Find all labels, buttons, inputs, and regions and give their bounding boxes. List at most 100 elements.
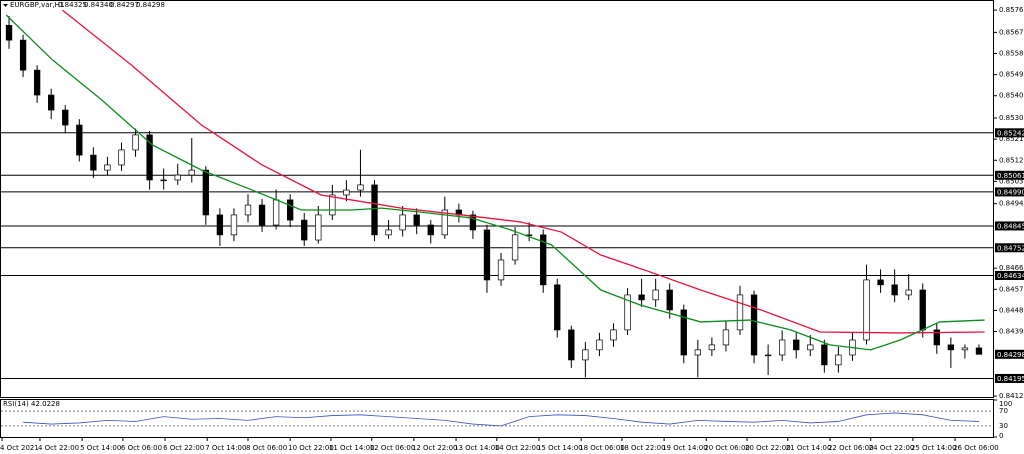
y-tick-label: 0.84120: [999, 392, 1024, 400]
candle-body: [329, 194, 336, 216]
level-label-box: [995, 187, 1024, 197]
header-low: 0.84297: [110, 1, 139, 9]
candle-body: [399, 214, 406, 231]
x-tick-label: 10 Oct 22:00: [288, 444, 334, 452]
symbol: EURGBP,var,H1: [10, 1, 64, 9]
candle-body: [146, 134, 153, 181]
candle-body: [638, 294, 645, 301]
candle-body: [568, 329, 575, 361]
x-tick-label: 18 Oct 22:00: [620, 444, 666, 452]
level-label: 0.84990: [997, 188, 1024, 196]
candle-body: [722, 329, 730, 346]
menu-arrow: [3, 4, 8, 7]
x-tick-label: 25 Oct 14:00: [911, 444, 957, 452]
candle-body: [497, 259, 505, 281]
x-tick-label: 4 Oct 2021: [0, 444, 39, 452]
candle-body: [216, 214, 224, 236]
candle-body: [708, 344, 716, 351]
candle-body: [287, 199, 294, 221]
candle-body: [315, 214, 322, 241]
level-label-box: [995, 243, 1024, 253]
candle-body: [244, 204, 252, 216]
level-label-box: [995, 170, 1024, 180]
y-tick-label: 0.85215: [999, 135, 1024, 143]
candle-body: [258, 204, 266, 226]
candle-body: [343, 189, 350, 196]
candle-body: [652, 289, 659, 301]
candle-body: [301, 219, 308, 241]
candle-body: [540, 234, 547, 286]
rsi-last: 42.0228: [31, 400, 60, 408]
candle-body: [371, 184, 378, 236]
candle-body: [582, 349, 589, 361]
level-label: 0.84845: [997, 222, 1024, 230]
candle-body: [877, 279, 884, 286]
x-tick-label: 13 Oct 14:00: [454, 444, 500, 452]
candle-body: [511, 234, 519, 261]
candle-body: [441, 209, 448, 236]
candle-body: [188, 169, 195, 176]
x-tick-label: 4 Oct 22:00: [38, 444, 79, 452]
candle-body: [610, 329, 617, 341]
candle-body: [19, 39, 27, 71]
y-tick-label: 0.84575: [999, 285, 1024, 293]
level-label: 0.84195: [997, 375, 1024, 383]
candle-body: [835, 354, 842, 366]
y-tick-label: 0.85765: [999, 6, 1024, 14]
candle-body: [975, 347, 983, 355]
candle-body: [469, 214, 477, 231]
x-tick-label: 21 Oct 14:00: [786, 444, 832, 452]
y-tick-label: 0.85035: [999, 177, 1024, 185]
level-label-box: [995, 270, 1024, 280]
x-tick-label: 14 Oct 22:00: [495, 444, 541, 452]
header: EURGBP,var,H1 0.84325 0.84340 0.84297 0.…: [10, 1, 165, 9]
rsi-tick-label: 70: [999, 407, 1008, 415]
level-label-box: [995, 221, 1024, 231]
x-tick-label: 20 Oct 06:00: [704, 444, 750, 452]
candle-body: [132, 134, 139, 151]
candle-body: [5, 24, 13, 41]
header-open: 0.84325: [58, 1, 87, 9]
price-box: [995, 349, 1024, 359]
main-frame: [0, 0, 994, 398]
x-tick-label: 6 Oct 06:00: [121, 444, 162, 452]
candle-body: [272, 199, 280, 226]
x-tick-label: 8 Oct 06:00: [246, 444, 287, 452]
candle-body: [863, 279, 870, 341]
y-tick-label: 0.84485: [999, 306, 1024, 314]
y-tick-label: 0.84395: [999, 328, 1024, 336]
candle-body: [483, 229, 491, 281]
candle-body: [807, 344, 814, 351]
rsi-line: [23, 412, 979, 427]
level-label: 0.84752: [997, 244, 1024, 252]
x-tick-label: 18 Oct 06:00: [579, 444, 625, 452]
candle-body: [666, 289, 673, 311]
candle-body: [596, 339, 603, 351]
candle-body: [891, 284, 898, 296]
rsi-tick-label: 0: [999, 432, 1003, 440]
candle-body: [118, 149, 125, 166]
x-tick-label: 5 Oct 14:00: [80, 444, 121, 452]
candle-body: [385, 229, 392, 236]
level-label-box: [995, 373, 1024, 383]
x-tick-label: 24 Oct 22:00: [869, 444, 915, 452]
x-tick-label: 12 Oct 06:00: [370, 444, 416, 452]
candle-body: [202, 169, 209, 216]
candle-body: [821, 344, 828, 366]
candle-body: [680, 309, 687, 356]
candle-body: [160, 179, 167, 182]
candle-body: [554, 284, 561, 331]
rsi-tick-label: 100: [999, 400, 1012, 408]
x-tick-label: 19 Oct 14:00: [662, 444, 708, 452]
candle-body: [427, 224, 434, 236]
candle-body: [33, 69, 41, 96]
candle-body: [624, 294, 631, 331]
candle-body: [174, 174, 181, 181]
moving-average: [62, 9, 985, 334]
candle-body: [933, 329, 940, 346]
